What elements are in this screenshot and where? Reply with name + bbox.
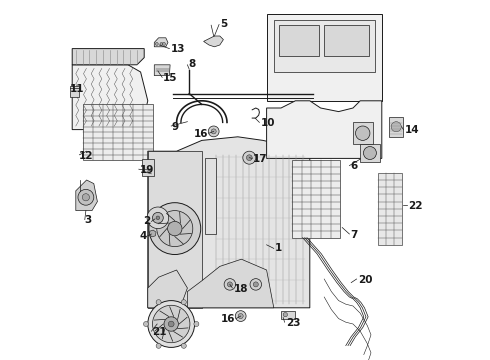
Bar: [281, 311, 294, 319]
Text: 17: 17: [253, 154, 268, 164]
Text: 18: 18: [233, 284, 248, 294]
Circle shape: [156, 300, 161, 305]
Text: 19: 19: [140, 165, 154, 175]
Polygon shape: [71, 86, 79, 97]
Text: 13: 13: [171, 44, 185, 54]
Text: 20: 20: [358, 275, 372, 285]
Circle shape: [156, 216, 160, 220]
Circle shape: [211, 129, 216, 134]
Text: 23: 23: [286, 318, 300, 328]
Circle shape: [157, 211, 193, 247]
Circle shape: [356, 126, 370, 140]
Bar: [143, 159, 154, 176]
Text: 2: 2: [143, 216, 150, 226]
Bar: [83, 104, 153, 160]
Polygon shape: [154, 38, 168, 47]
Polygon shape: [149, 230, 156, 237]
Polygon shape: [267, 101, 382, 158]
Text: 16: 16: [194, 129, 208, 139]
Text: 22: 22: [408, 201, 422, 211]
Text: 8: 8: [189, 59, 196, 69]
Bar: [389, 117, 403, 137]
Circle shape: [364, 147, 376, 159]
Bar: [292, 160, 341, 238]
Text: 16: 16: [220, 314, 235, 324]
Circle shape: [283, 312, 288, 317]
Text: 11: 11: [69, 84, 84, 94]
Polygon shape: [76, 180, 98, 211]
Circle shape: [246, 155, 252, 161]
Circle shape: [163, 42, 166, 45]
Bar: [279, 25, 319, 56]
Polygon shape: [187, 259, 274, 308]
Circle shape: [194, 321, 199, 327]
Polygon shape: [72, 65, 148, 130]
Text: 12: 12: [78, 150, 93, 161]
Circle shape: [224, 279, 236, 290]
Bar: [353, 122, 373, 144]
Text: 6: 6: [350, 161, 358, 171]
Circle shape: [168, 221, 182, 236]
Circle shape: [149, 203, 201, 255]
Polygon shape: [154, 65, 170, 76]
Circle shape: [78, 189, 94, 205]
Circle shape: [155, 42, 158, 45]
Text: 21: 21: [152, 327, 167, 337]
Polygon shape: [72, 49, 144, 65]
Circle shape: [156, 343, 161, 348]
Circle shape: [238, 314, 243, 319]
Text: 3: 3: [85, 215, 92, 225]
Text: 9: 9: [172, 122, 179, 132]
Circle shape: [144, 321, 148, 327]
Bar: [378, 173, 402, 245]
Text: 7: 7: [350, 230, 358, 240]
Polygon shape: [204, 36, 223, 47]
Text: 5: 5: [220, 19, 228, 29]
Polygon shape: [148, 270, 187, 308]
Text: 4: 4: [140, 231, 147, 241]
Circle shape: [181, 343, 186, 348]
Circle shape: [148, 301, 195, 347]
Circle shape: [160, 42, 163, 45]
Circle shape: [164, 317, 178, 331]
Polygon shape: [205, 158, 216, 234]
Circle shape: [227, 282, 232, 287]
Circle shape: [253, 282, 258, 287]
Polygon shape: [148, 137, 310, 308]
Circle shape: [169, 321, 174, 327]
Polygon shape: [148, 151, 202, 308]
Text: 15: 15: [163, 73, 178, 83]
Polygon shape: [360, 144, 380, 162]
Polygon shape: [267, 14, 382, 101]
Circle shape: [152, 305, 190, 343]
Bar: [324, 25, 369, 56]
Bar: [274, 20, 374, 72]
Circle shape: [147, 207, 169, 229]
Circle shape: [250, 279, 262, 290]
Text: 1: 1: [275, 243, 282, 253]
Circle shape: [82, 194, 90, 201]
Circle shape: [243, 151, 256, 164]
Circle shape: [391, 122, 401, 132]
Circle shape: [181, 300, 186, 305]
Text: 14: 14: [404, 125, 419, 135]
Circle shape: [152, 212, 163, 223]
Text: 10: 10: [261, 118, 275, 128]
Circle shape: [235, 311, 246, 321]
Circle shape: [208, 126, 219, 137]
